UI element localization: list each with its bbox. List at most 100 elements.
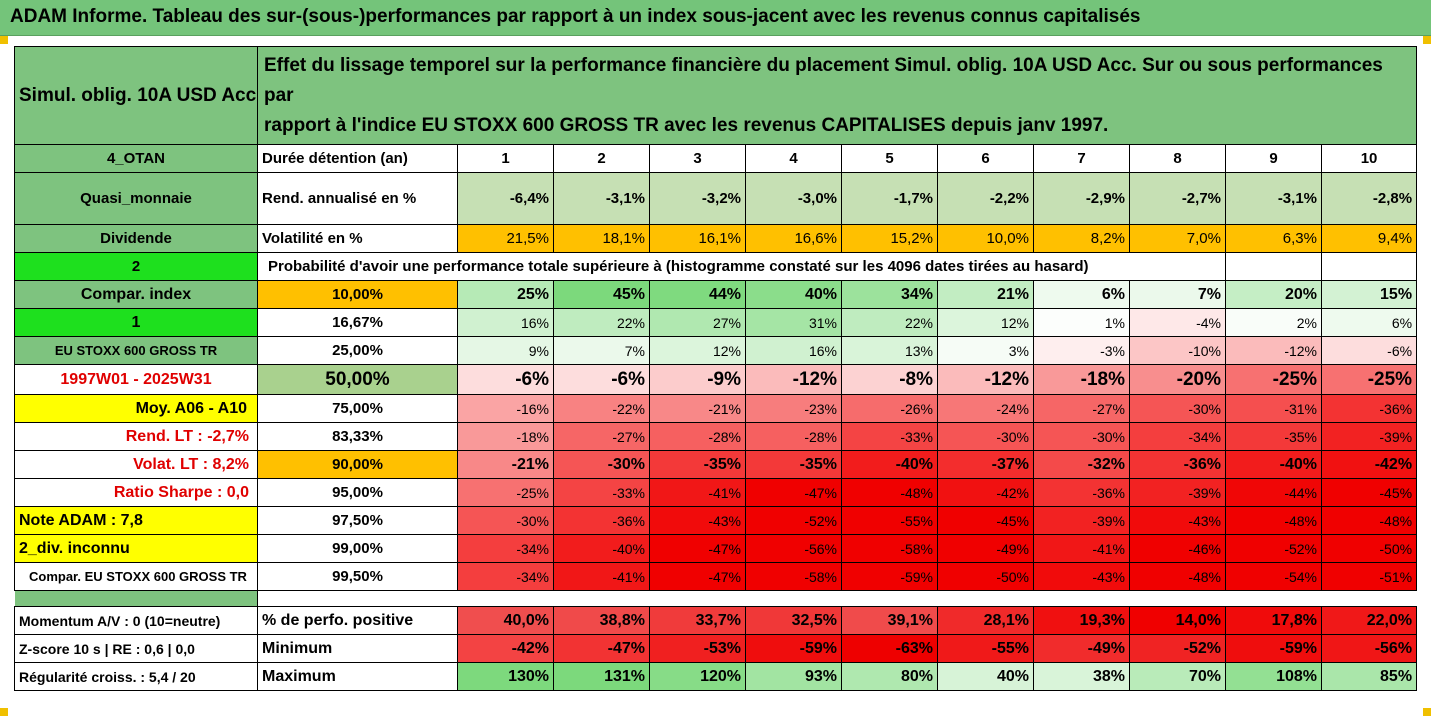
corner-marker: [1423, 708, 1431, 716]
percentile-cell: 40%: [745, 280, 842, 309]
stat-cell: 93%: [745, 662, 842, 691]
percentile-cell: 21%: [937, 280, 1034, 309]
percentile-cell: -41%: [1033, 534, 1130, 563]
stat-cell: 28,1%: [937, 606, 1034, 635]
percentile-cell: -47%: [649, 534, 746, 563]
row-tag: Quasi_monnaie: [14, 172, 258, 225]
percentile-cell: -27%: [553, 422, 650, 451]
stat-cell: 39,1%: [841, 606, 938, 635]
percentile-cell: -30%: [553, 450, 650, 479]
percentile-cell: -54%: [1225, 562, 1322, 591]
percentile-cell: -48%: [1225, 506, 1322, 535]
description: Effet du lissage temporel sur la perform…: [256, 46, 1418, 145]
percentile-cell: 13%: [841, 336, 938, 365]
volatility-cell: 8,2%: [1033, 224, 1130, 253]
percentile-cell: -3%: [1033, 336, 1130, 365]
percentile-cell: -52%: [745, 506, 842, 535]
description-line: Effet du lissage temporel sur la perform…: [264, 54, 1383, 106]
row-tag: 2: [14, 252, 258, 281]
blank-cell: [1225, 252, 1322, 281]
return-cell: -3,0%: [745, 172, 842, 225]
stat-cell: -42%: [457, 634, 554, 663]
stat-cell: 33,7%: [649, 606, 746, 635]
percentile-cell: -25%: [457, 478, 554, 507]
percentile-cell: 6%: [1320, 308, 1418, 337]
percentile-cell: -45%: [937, 506, 1034, 535]
corner-marker: [0, 36, 8, 44]
percentile-cell: -12%: [1225, 336, 1322, 365]
percentile-cell: -51%: [1320, 562, 1418, 591]
percentile-cell: -47%: [649, 562, 746, 591]
stat-cell: 17,8%: [1225, 606, 1322, 635]
year-header: 1: [457, 144, 554, 173]
table-row: Momentum A/V : 0 (10=neutre)% de perfo. …: [14, 606, 1418, 635]
percentile-cell: -6%: [457, 364, 554, 395]
row-tag: Compar. index: [14, 280, 258, 309]
return-cell: -6,4%: [457, 172, 554, 225]
spacer-cell: [14, 590, 258, 607]
year-header: 6: [937, 144, 1034, 173]
threshold-cell: 25,00%: [257, 336, 458, 365]
percentile-cell: -40%: [841, 450, 938, 479]
percentile-cell: -18%: [1033, 364, 1130, 395]
stat-cell: -59%: [745, 634, 842, 663]
return-cell: -3,1%: [1225, 172, 1322, 225]
row-label: Rend. annualisé en %: [257, 172, 458, 225]
table-row: Simul. oblig. 10A USD Acc Effet du lissag…: [14, 46, 1418, 145]
table-row: Volat. LT : 8,2% 90,00% -21% -30% -35% -35% -4…: [14, 450, 1418, 479]
probability-header: Probabilité d'avoir une performance tota…: [257, 252, 1226, 281]
percentile-cell: -39%: [1320, 422, 1418, 451]
percentile-cell: 31%: [745, 308, 842, 337]
percentile-cell: 34%: [841, 280, 938, 309]
year-header: 4: [745, 144, 842, 173]
percentile-cell: -58%: [841, 534, 938, 563]
percentile-cell: -42%: [937, 478, 1034, 507]
table-row: 4_OTAN Durée détention (an) 1 2 3 4 5 6 7 8 9 10: [14, 144, 1418, 173]
stat-cell: -52%: [1129, 634, 1226, 663]
percentile-cell: -31%: [1225, 394, 1322, 423]
percentile-cell: -25%: [1320, 364, 1418, 395]
table-row: EU STOXX 600 GROSS TR 25,00% 9% 7% 12% 16% 13%…: [14, 336, 1418, 365]
percentile-cell: -6%: [1320, 336, 1418, 365]
percentile-cell: -47%: [745, 478, 842, 507]
volatility-cell: 15,2%: [841, 224, 938, 253]
return-cell: -3,2%: [649, 172, 746, 225]
percentile-cell: -33%: [553, 478, 650, 507]
percentile-cell: -6%: [553, 364, 650, 395]
percentile-cell: 3%: [937, 336, 1034, 365]
percentile-cell: -41%: [553, 562, 650, 591]
percentile-cell: -23%: [745, 394, 842, 423]
year-header: 10: [1320, 144, 1418, 173]
stat-cell: 120%: [649, 662, 746, 691]
percentile-cell: -50%: [937, 562, 1034, 591]
stat-label: Minimum: [257, 634, 458, 663]
row-tag: 4_OTAN: [14, 144, 258, 173]
percentile-cell: -55%: [841, 506, 938, 535]
percentile-cell: -21%: [649, 394, 746, 423]
report-header: ADAM Informe. Tableau des sur-(sous-)per…: [0, 0, 1431, 36]
percentile-cell: -30%: [1033, 422, 1130, 451]
corner-marker: [1423, 36, 1431, 44]
blank-cell: [1320, 252, 1418, 281]
percentile-cell: 44%: [649, 280, 746, 309]
stat-label: % de perfo. positive: [257, 606, 458, 635]
description-line: rapport à l'indice EU STOXX 600 GROSS TR…: [264, 114, 1109, 136]
percentile-cell: -50%: [1320, 534, 1418, 563]
percentile-cell: 7%: [1129, 280, 1226, 309]
percentile-cell: -33%: [841, 422, 938, 451]
percentile-cell: -25%: [1225, 364, 1322, 395]
percentile-cell: 25%: [457, 280, 554, 309]
year-header: 5: [841, 144, 938, 173]
threshold-cell: 99,50%: [257, 562, 458, 591]
volatility-cell: 7,0%: [1129, 224, 1226, 253]
year-header: 3: [649, 144, 746, 173]
stat-cell: -63%: [841, 634, 938, 663]
percentile-cell: 45%: [553, 280, 650, 309]
corner-marker: [0, 708, 8, 716]
year-header: 8: [1129, 144, 1226, 173]
percentile-cell: -35%: [745, 450, 842, 479]
return-cell: -2,2%: [937, 172, 1034, 225]
table-row: Régularité croiss. : 5,4 / 20 Maximum 130%…: [14, 662, 1418, 691]
percentile-cell: -34%: [457, 534, 554, 563]
table-row: 2 Probabilité d'avoir une performance tot…: [14, 252, 1418, 281]
